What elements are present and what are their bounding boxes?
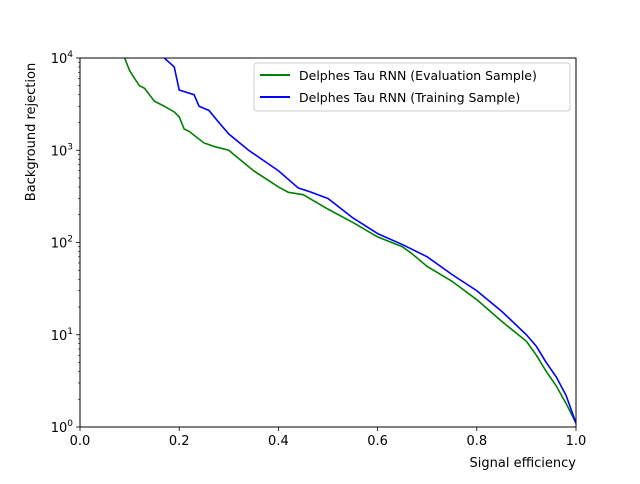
y-tick-label: 103 — [51, 142, 73, 159]
legend-label-training: Delphes Tau RNN (Training Sample) — [299, 90, 520, 105]
x-axis: 0.0 0.2 0.4 0.6 0.8 1.0 — [70, 427, 587, 449]
x-tick-label: 0.2 — [169, 434, 190, 449]
y-tick-label: 101 — [51, 327, 73, 344]
y-axis: 100 101 102 103 104 — [51, 50, 80, 436]
x-tick-label: 0.6 — [367, 434, 388, 449]
x-tick-label: 0.8 — [466, 434, 487, 449]
y-tick-label: 100 — [51, 419, 74, 436]
x-tick-label: 0.4 — [268, 434, 289, 449]
x-tick-label: 1.0 — [566, 434, 587, 449]
series-line-training — [163, 58, 576, 424]
y-axis-label: Background rejection — [24, 63, 39, 201]
y-tick-label: 102 — [51, 235, 73, 252]
series-layer — [123, 58, 576, 424]
legend-box — [253, 62, 571, 112]
legend: Delphes Tau RNN (Evaluation Sample) Delp… — [253, 62, 571, 112]
series-line-evaluation — [123, 58, 576, 424]
y-tick-label: 104 — [51, 50, 74, 67]
x-axis-label: Signal efficiency — [470, 456, 577, 471]
x-tick-label: 0.0 — [70, 434, 91, 449]
legend-label-evaluation: Delphes Tau RNN (Evaluation Sample) — [299, 68, 537, 83]
